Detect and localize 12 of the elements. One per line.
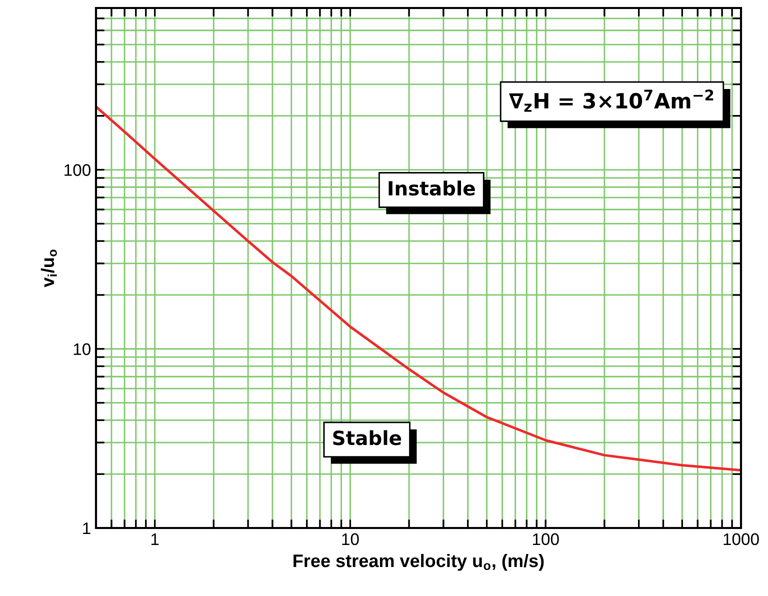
x-tick-label: 100 (532, 533, 559, 546)
annotation: Instable (388, 180, 475, 196)
y-tick-label: 10 (74, 343, 90, 356)
y-tick-label: 1 (83, 522, 90, 534)
annotation: Stable (333, 430, 402, 446)
x-tick-label: 10 (342, 533, 359, 546)
annotation: ∇$_{z}$H = 3×10$^{7}$Am$^{−2}$ (508, 90, 714, 112)
x-tick-label: 1000 (724, 533, 759, 546)
y-axis-title: v$_{i}$/u$_{o}$ (40, 250, 57, 288)
x-axis-title: Free stream velocity u$_{o}$, (m/s) (294, 554, 544, 571)
x-tick-label: 1 (151, 533, 159, 545)
y-tick-label: 100 (64, 164, 90, 176)
